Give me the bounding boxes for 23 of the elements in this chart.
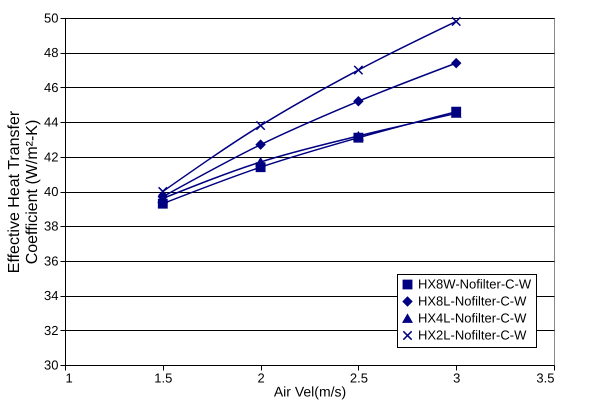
y-tick-label: 50: [44, 10, 58, 26]
legend-label: HX8W-Nofilter-C-W: [418, 276, 532, 292]
y-axis-title: Effective Heat Transfer Coefficient (W/m²-K): [6, 110, 42, 274]
y-tick-label: 42: [44, 149, 58, 164]
y-tick-label: 38: [44, 218, 58, 234]
y-tick-label: 40: [44, 184, 58, 199]
legend-label: HX8L-Nofilter-C-W: [418, 294, 528, 308]
x-tick-label: 2: [257, 370, 265, 386]
legend-label: HX2L-Nofilter-C-W: [418, 328, 528, 342]
x-tick-label: 1: [66, 370, 73, 386]
y-tick-label: 30: [44, 358, 58, 372]
y-tick-label: 44: [44, 114, 58, 130]
y-tick-label: 32: [44, 322, 58, 338]
y-tick-label: 46: [44, 80, 58, 95]
x-tick-label: 3: [453, 370, 460, 386]
x-tick-label: 1.5: [154, 370, 172, 386]
y-tick-label: 36: [44, 253, 58, 268]
x-tick-label: 3.5: [536, 370, 554, 386]
y-tick-label: 48: [44, 45, 58, 60]
legend-label: HX4L-Nofilter-C-W: [418, 310, 528, 326]
x-tick-label: 2.5: [350, 370, 368, 386]
y-tick-label: 34: [44, 288, 58, 304]
x-axis-title: Air Vel(m/s): [274, 384, 346, 400]
